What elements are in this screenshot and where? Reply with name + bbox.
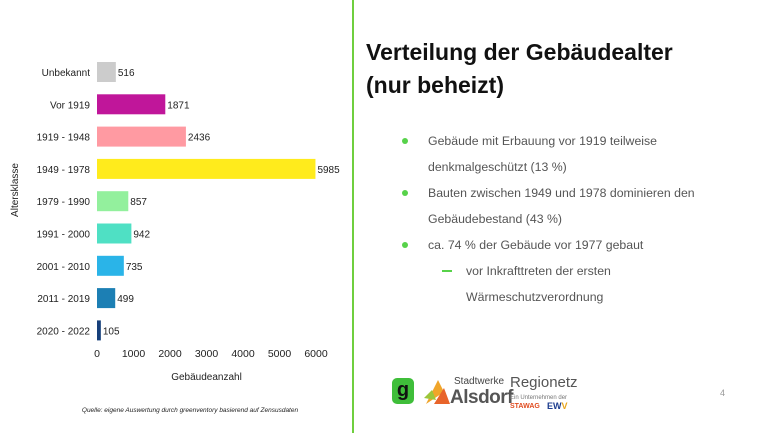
y-axis-label: Altersklasse: [10, 163, 21, 217]
regionetz-logo: Regionetz: [510, 374, 578, 391]
stawag-logo: STAWAG: [510, 403, 540, 410]
data-label: 5985: [317, 165, 340, 176]
x-tick-label: 6000: [304, 348, 328, 360]
bullet-dot-icon: [402, 242, 408, 248]
x-tick-label: 4000: [231, 348, 255, 360]
page-number: 4: [720, 388, 726, 398]
y-tick-label: Unbekannt: [42, 68, 91, 79]
data-label: 1871: [167, 100, 190, 111]
slide-title-line-1: Verteilung der Gebäudealter: [366, 39, 673, 65]
bar: [97, 255, 124, 276]
bar: [97, 62, 116, 82]
y-tick-label: 1949 - 1978: [37, 165, 91, 176]
bar: [97, 94, 166, 115]
regionetz-subline: Ein Unternehmen der: [510, 395, 568, 401]
x-tick-label: 1000: [122, 348, 146, 360]
bar: [97, 158, 316, 179]
bullet-text: Bauten zwischen 1949 und 1978 dominieren…: [428, 186, 695, 200]
sub-bullet-text: vor Inkrafttreten der ersten: [466, 264, 611, 278]
data-label: 857: [130, 197, 147, 208]
stadtwerke-text: Stadtwerke: [454, 376, 505, 387]
data-label: 105: [103, 326, 120, 337]
dash-icon: [442, 270, 452, 272]
y-tick-label: 1919 - 1948: [37, 133, 91, 144]
sub-bullet-item: vor Inkrafttreten der ersten Wärmeschutz…: [400, 258, 760, 310]
bar: [97, 191, 129, 212]
slide-title-line-2: (nur beheizt): [366, 72, 504, 98]
x-tick-label: 3000: [195, 348, 219, 360]
greenventory-logo: g: [392, 378, 414, 404]
bar: [97, 126, 186, 147]
slide-divider: [352, 0, 354, 433]
data-label: 735: [126, 262, 143, 273]
bar: [97, 223, 132, 244]
x-tick-label: 5000: [268, 348, 292, 360]
bullet-dot-icon: [402, 190, 408, 196]
y-tick-label: 2001 - 2010: [37, 262, 91, 273]
bullet-dot-icon: [402, 138, 408, 144]
data-label: 942: [133, 230, 150, 241]
chart-source-note: Quelle: eigene Auswertung durch greenven…: [81, 407, 299, 414]
data-label: 499: [117, 294, 134, 305]
bullet-text: ca. 74 % der Gebäude vor 1977 gebaut: [428, 238, 644, 252]
ewv-logo: EWV: [547, 401, 568, 411]
y-tick-label: Vor 1919: [50, 100, 90, 111]
x-tick-label: 2000: [158, 348, 182, 360]
bullet-item: ca. 74 % der Gebäude vor 1977 gebaut: [400, 232, 760, 258]
bar: [97, 288, 116, 309]
data-label: 516: [118, 68, 135, 79]
bar: [97, 320, 101, 341]
data-label: 2436: [188, 133, 211, 144]
logo-bar: g Stadtwerke Alsdorf Regionetz Ein Unter…: [392, 374, 632, 414]
alsdorf-text: Alsdorf: [450, 387, 514, 408]
y-tick-label: 2011 - 2019: [37, 294, 90, 305]
y-tick-label: 2020 - 2022: [37, 326, 91, 337]
bullet-item: Bauten zwischen 1949 und 1978 dominieren…: [400, 180, 760, 232]
x-tick-label: 0: [94, 348, 100, 360]
bullet-list: Gebäude mit Erbauung vor 1919 teilweise …: [400, 128, 760, 310]
x-axis-label: Gebäudeanzahl: [171, 372, 242, 383]
building-age-bar-chart: Unbekannt 516 Vor 1919 1871 1919 - 1948 2436 1…: [10, 62, 340, 383]
bullet-text: Gebäude mit Erbauung vor 1919 teilweise: [428, 134, 657, 148]
bullet-item: Gebäude mit Erbauung vor 1919 teilweise …: [400, 128, 760, 180]
y-tick-label: 1991 - 2000: [37, 230, 91, 241]
slide-title: Verteilung der Gebäudealter (nur beheizt…: [366, 36, 673, 102]
ewv-logo-v: V: [561, 401, 568, 411]
bullet-text-continued: Gebäudebestand (43 %): [428, 212, 562, 226]
y-tick-label: 1979 - 1990: [37, 197, 91, 208]
stadtwerke-alsdorf-mark-icon: [424, 380, 450, 404]
bullet-text-continued: denkmalgeschützt (13 %): [428, 160, 567, 174]
sub-bullet-text-continued: Wärmeschutzverordnung: [466, 290, 604, 304]
ewv-logo-ew: EW: [547, 401, 562, 411]
